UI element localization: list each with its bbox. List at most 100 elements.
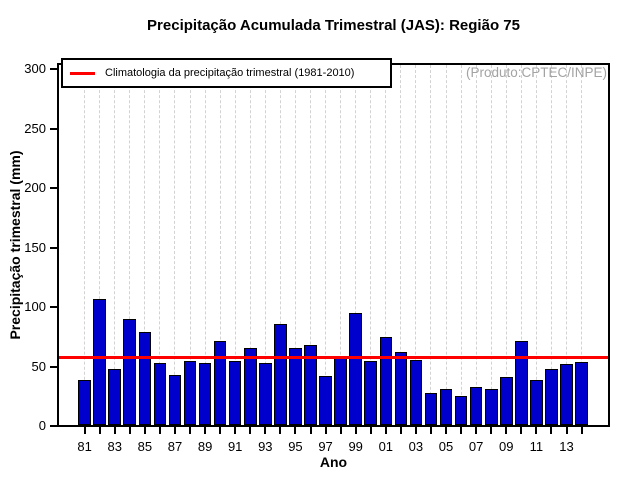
bar-2007 xyxy=(469,386,483,425)
bar-2004 xyxy=(424,392,438,425)
y-tick-label-50: 50 xyxy=(31,358,46,374)
x-tick-2009 xyxy=(505,427,508,434)
bar-1997 xyxy=(319,376,332,425)
producer-watermark: (Produto:CPTEC/INPE) xyxy=(465,65,607,80)
x-tick-1993 xyxy=(264,427,267,434)
bar-1989 xyxy=(198,363,212,425)
gridline-1995 xyxy=(294,65,296,425)
legend-red-line-key xyxy=(70,71,95,75)
gridline-2005 xyxy=(445,65,447,425)
bar-2009 xyxy=(499,377,513,425)
gridline-2008 xyxy=(490,65,492,425)
x-tick-label-1989: 89 xyxy=(197,439,213,454)
x-tick-1988 xyxy=(189,427,192,434)
bar-1986 xyxy=(153,363,167,425)
gridline-1993 xyxy=(264,65,266,425)
x-tick-2014 xyxy=(580,427,583,434)
bar-2013 xyxy=(560,364,573,425)
bar-1988 xyxy=(183,360,197,425)
legend: Climatologia da precipitação trimestral … xyxy=(61,58,392,88)
bar-1994 xyxy=(274,323,287,425)
chart-title: Precipitação Acumulada Trimestral (JAS):… xyxy=(147,17,520,34)
legend-label: Climatologia da precipitação trimestral … xyxy=(105,67,355,79)
gridline-2009 xyxy=(505,65,507,425)
gridline-2006 xyxy=(460,65,462,425)
bar-2014 xyxy=(575,361,588,425)
bar-1993 xyxy=(259,363,272,425)
gridline-1989 xyxy=(204,65,206,425)
x-tick-label-1997: 97 xyxy=(318,439,333,454)
bar-1982 xyxy=(93,298,106,425)
gridline-2003 xyxy=(415,65,417,425)
gridline-1994 xyxy=(279,65,281,425)
x-tick-1982 xyxy=(98,427,101,434)
bar-1999 xyxy=(349,313,362,425)
x-tick-1987 xyxy=(173,427,176,434)
x-tick-1985 xyxy=(143,427,146,434)
bar-1984 xyxy=(123,319,137,425)
gridline-1992 xyxy=(249,65,251,425)
x-tick-2000 xyxy=(369,427,372,434)
x-tick-1986 xyxy=(158,427,161,434)
bar-1990 xyxy=(213,340,227,425)
x-tick-label-2013: 13 xyxy=(559,439,574,454)
x-tick-label-2007: 07 xyxy=(468,439,484,454)
y-tick-100 xyxy=(50,306,57,308)
bar-2003 xyxy=(409,359,423,425)
x-tick-1983 xyxy=(113,427,116,434)
gridline-1981 xyxy=(84,65,86,425)
y-tick-0 xyxy=(50,425,57,427)
bar-1991 xyxy=(228,360,242,425)
gridline-2011 xyxy=(535,65,537,425)
bar-1985 xyxy=(138,332,152,425)
x-tick-2012 xyxy=(550,427,553,434)
x-tick-label-1987: 87 xyxy=(167,439,183,454)
y-tick-50 xyxy=(50,365,57,368)
x-tick-label-2009: 09 xyxy=(499,439,514,454)
x-tick-1992 xyxy=(249,427,252,434)
bar-1996 xyxy=(304,345,317,425)
bar-2011 xyxy=(530,379,543,425)
plot-area xyxy=(57,63,610,427)
bar-1983 xyxy=(108,369,121,425)
bar-2010 xyxy=(515,340,528,425)
x-tick-2002 xyxy=(399,427,402,434)
y-tick-150 xyxy=(50,246,57,249)
x-tick-1994 xyxy=(279,427,282,434)
gridline-2001 xyxy=(385,65,387,425)
bar-2002 xyxy=(394,352,408,425)
y-tick-label-250: 250 xyxy=(24,120,46,136)
gridline-1983 xyxy=(114,65,116,425)
gridline-1998 xyxy=(340,65,342,425)
x-tick-label-2001: 01 xyxy=(378,439,394,454)
x-tick-1981 xyxy=(83,427,86,434)
x-tick-2011 xyxy=(535,427,538,434)
y-tick-label-300: 300 xyxy=(24,61,46,76)
y-tick-label-100: 100 xyxy=(24,299,46,314)
gridline-2014 xyxy=(581,65,583,425)
gridline-2007 xyxy=(475,65,477,425)
x-tick-label-1983: 83 xyxy=(107,439,122,454)
x-tick-2004 xyxy=(429,427,432,434)
gridline-1986 xyxy=(159,65,161,425)
bar-2000 xyxy=(364,360,378,425)
gridline-1987 xyxy=(174,65,176,425)
x-tick-label-2003: 03 xyxy=(408,439,424,454)
gridline-1984 xyxy=(129,65,131,425)
x-tick-label-1981: 81 xyxy=(77,439,92,454)
x-tick-1989 xyxy=(204,427,207,434)
x-tick-1995 xyxy=(294,427,297,434)
bar-1998 xyxy=(334,358,347,425)
x-tick-label-1985: 85 xyxy=(137,439,153,454)
x-tick-label-1991: 91 xyxy=(227,439,243,454)
x-tick-1990 xyxy=(219,427,222,434)
x-tick-label-1993: 93 xyxy=(258,439,273,454)
bar-2008 xyxy=(484,389,498,425)
gridline-1982 xyxy=(99,65,101,425)
x-tick-label-1999: 99 xyxy=(348,439,363,454)
bar-1987 xyxy=(168,375,182,425)
y-tick-label-150: 150 xyxy=(24,239,46,255)
gridline-2004 xyxy=(430,65,432,425)
gridline-1988 xyxy=(189,65,191,425)
